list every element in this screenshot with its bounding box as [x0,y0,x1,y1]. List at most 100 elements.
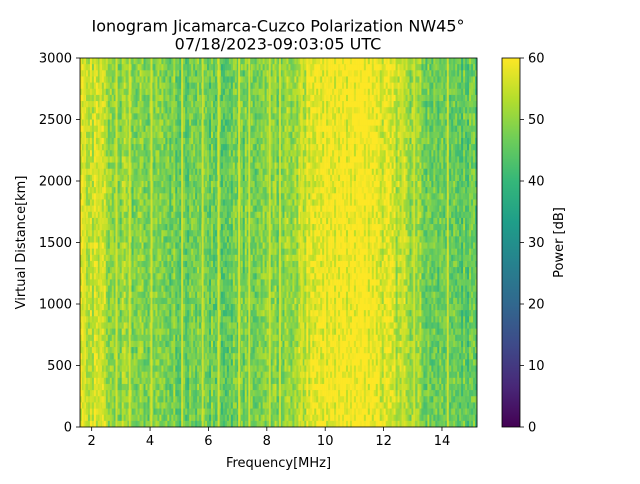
heatmap-cell [159,70,162,77]
heatmap-cell [95,137,99,145]
heatmap-cell [187,383,190,391]
heatmap-cell [95,377,99,385]
heatmap-cell [121,377,124,385]
heatmap-cell [195,291,198,299]
heatmap-cell [189,285,192,292]
heatmap-cell [193,64,196,71]
heatmap-cell [177,193,180,200]
heatmap-cell [242,396,246,403]
heatmap-cell [117,162,121,169]
heatmap-cell [240,82,244,90]
heatmap-cell [161,340,164,348]
heatmap-cell [195,347,198,354]
heatmap-cell [240,383,244,391]
heatmap-cell [111,396,115,403]
heatmap-cell [167,199,170,206]
heatmap-cell [109,58,113,65]
heatmap-cell [101,64,105,71]
heatmap-cell [211,260,214,268]
heatmap-cell [205,205,208,213]
heatmap-cell [191,304,194,311]
heatmap-cell [228,279,232,286]
heatmap-cell [175,340,178,348]
heatmap-cell [224,224,228,231]
heatmap-cell [133,70,136,77]
heatmap-cell [80,408,83,415]
heatmap-cell [153,64,156,71]
heatmap-cell [193,334,196,342]
heatmap-cell [147,297,150,305]
heatmap-cell [105,107,109,114]
heatmap-cell [187,82,190,90]
heatmap-cell [95,383,99,391]
heatmap-cell [177,402,180,409]
heatmap-cell [173,359,176,366]
heatmap-cell [161,334,164,342]
heatmap-cell [89,279,93,286]
heatmap-cell [161,101,164,108]
heatmap-cell [81,236,85,243]
heatmap-cell [207,267,210,274]
heatmap-cell [171,64,174,71]
heatmap-cell [232,125,236,133]
heatmap-cell [169,156,172,163]
heatmap-cell [193,273,196,280]
heatmap-cell [87,420,91,428]
heatmap-cell [135,193,138,200]
heatmap-cell [203,174,206,182]
heatmap-cell [183,94,186,102]
heatmap-cell [151,273,154,280]
heatmap-cell [236,211,240,219]
heatmap-cell [195,402,198,409]
heatmap-cell [103,248,107,256]
heatmap-cell [211,322,214,329]
heatmap-cell [101,285,105,292]
heatmap-cell [103,420,107,428]
heatmap-cell [151,88,154,96]
heatmap-cell [222,390,226,397]
heatmap-cell [133,316,136,323]
heatmap-cell [224,205,228,213]
heatmap-cell [135,187,138,194]
heatmap-cell [161,408,164,415]
heatmap-cell [177,199,180,206]
heatmap-cell [151,414,154,422]
heatmap-cell [203,236,206,243]
heatmap-cell [228,328,232,336]
heatmap-cell [207,217,210,225]
heatmap-cell [220,316,224,323]
heatmap-cell [240,205,244,213]
heatmap-cell [145,248,148,256]
heatmap-cell [147,254,150,262]
heatmap-cell [87,168,91,176]
heatmap-cell [155,88,158,96]
heatmap-cell [171,420,174,428]
heatmap-cell [117,82,121,90]
heatmap-cell [226,131,230,139]
heatmap-cell [133,137,136,145]
heatmap-cell [109,150,113,157]
heatmap-cell [80,236,83,243]
heatmap-cell [95,217,99,225]
heatmap-cell [141,322,144,329]
heatmap-cell [230,396,234,403]
heatmap-cell [113,383,117,391]
heatmap-cell [85,414,89,422]
heatmap-cell [234,168,238,176]
heatmap-cell [226,181,230,188]
heatmap-cell [195,396,198,403]
heatmap-cell [199,408,202,415]
heatmap-cell [107,187,111,194]
heatmap-cell [203,137,206,145]
heatmap-cell [197,420,200,428]
heatmap-cell [87,408,91,415]
heatmap-cell [159,260,162,268]
heatmap-cell [236,187,240,194]
heatmap-cell [121,88,124,96]
heatmap-cell [141,408,144,415]
heatmap-cell [240,181,244,188]
heatmap-cell [236,353,240,360]
heatmap-cell [143,334,146,342]
heatmap-cell [234,285,238,292]
heatmap-cell [220,347,224,354]
